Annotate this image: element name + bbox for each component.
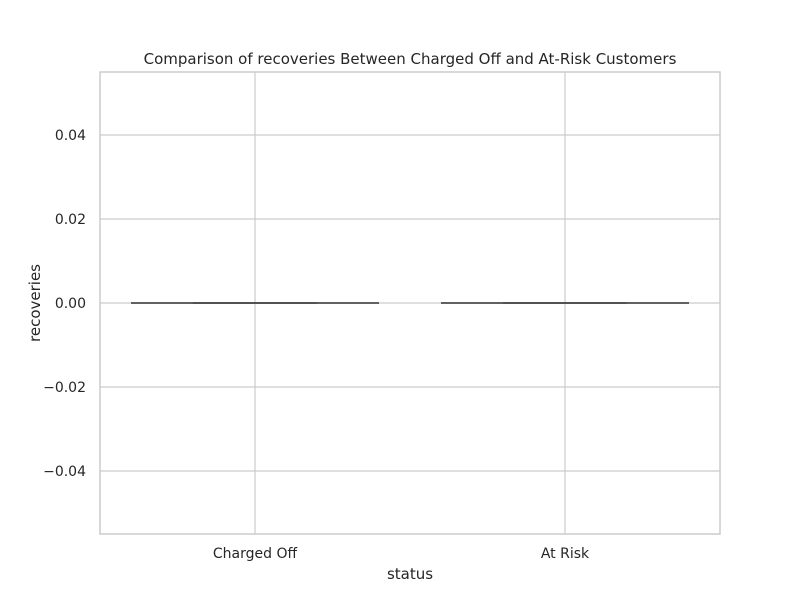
y-tick-label: 0.00 bbox=[55, 296, 86, 312]
plot-frame bbox=[99, 71, 721, 535]
y-tick-label: −0.02 bbox=[43, 380, 86, 396]
y-tick-label: 0.02 bbox=[55, 212, 86, 228]
y-axis-label: recoveries bbox=[26, 264, 44, 342]
x-tick-label: Charged Off bbox=[213, 546, 298, 562]
y-tick-label: −0.04 bbox=[43, 464, 86, 480]
y-tick-label: 0.04 bbox=[55, 128, 86, 144]
x-axis-label: status bbox=[387, 565, 433, 583]
x-tick-label: At Risk bbox=[541, 546, 590, 562]
tick-layer: −0.04 −0.02 0.00 0.02 0.04 Charged Off At Risk bbox=[43, 128, 590, 562]
chart-title: Comparison of recoveries Between Charged… bbox=[144, 50, 677, 68]
